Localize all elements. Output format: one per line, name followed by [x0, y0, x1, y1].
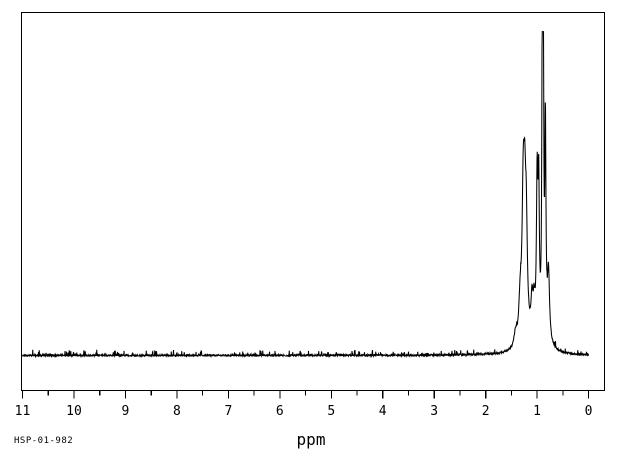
plot-frame	[20, 11, 606, 392]
axis-tick-labels: 11 10 9 8 7 6 5 4 3 2 1 0	[15, 404, 593, 419]
tick-label: 7	[224, 404, 232, 419]
spectrum-trace-group	[21, 31, 590, 359]
tick-label: 2	[482, 404, 490, 419]
tick-label: 10	[66, 404, 82, 419]
tick-label: 8	[173, 404, 181, 419]
tick-label: 0	[585, 404, 593, 419]
spectrum-trace	[21, 31, 590, 359]
tick-label: 1	[533, 404, 541, 419]
x-axis-title: ppm	[297, 430, 326, 449]
tick-label: 9	[121, 404, 129, 419]
sample-id-label: HSP-01-982	[14, 436, 73, 446]
tick-label: 4	[379, 404, 387, 419]
tick-label: 5	[327, 404, 335, 419]
axis-ticks	[21, 390, 590, 399]
tick-label: 3	[430, 404, 438, 419]
tick-label: 11	[15, 404, 31, 419]
tick-label: 6	[276, 404, 284, 419]
